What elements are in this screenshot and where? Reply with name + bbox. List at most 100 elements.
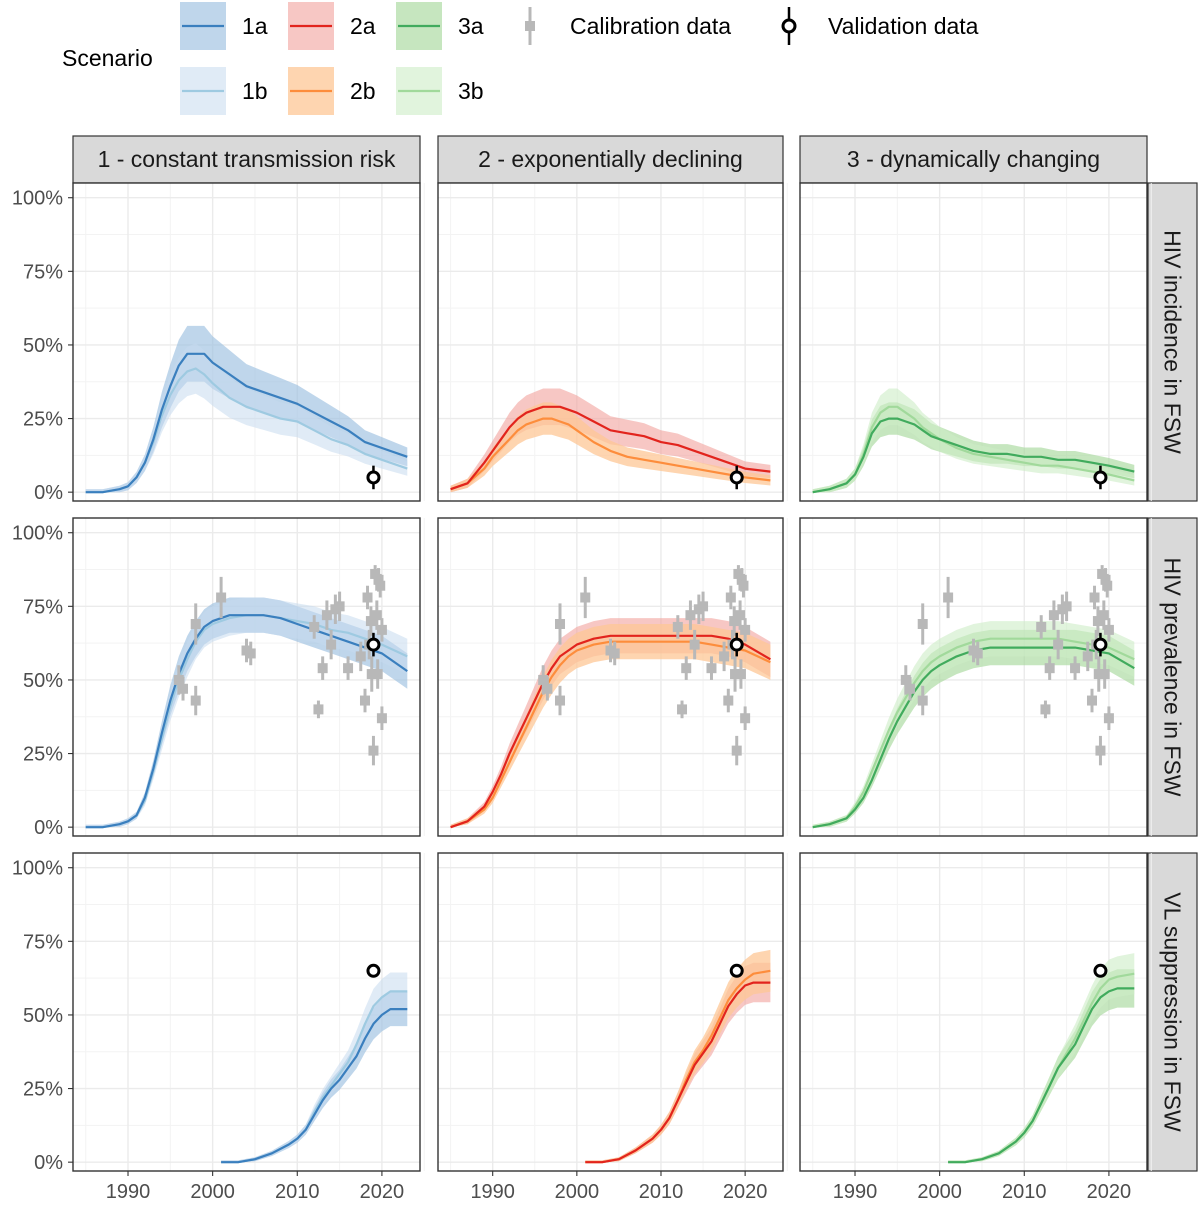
calibration-point bbox=[733, 568, 744, 579]
ribbon-1b bbox=[221, 972, 408, 1163]
calibration-point bbox=[1100, 574, 1111, 585]
calibration-point bbox=[681, 663, 692, 674]
panel-border bbox=[799, 517, 1148, 837]
calibration-point bbox=[1036, 621, 1047, 632]
validation-point bbox=[729, 637, 744, 652]
series-line-2b bbox=[450, 417, 771, 491]
panel-suppression-col1 bbox=[72, 852, 425, 1172]
calibration-point bbox=[900, 674, 911, 685]
calibration-point bbox=[317, 663, 328, 674]
calibration-point bbox=[917, 695, 928, 706]
row-strip-3 bbox=[1147, 852, 1198, 1172]
calibration-point bbox=[972, 648, 983, 659]
calibration-point bbox=[740, 624, 751, 635]
ribbon-2b bbox=[450, 402, 771, 493]
calibration-point bbox=[685, 610, 696, 621]
y-tick-label: 0% bbox=[34, 482, 63, 504]
validation-point bbox=[1093, 470, 1108, 485]
series-line-2a bbox=[450, 405, 771, 491]
row-strip-1 bbox=[1147, 182, 1198, 502]
legend-validation-label: Validation data bbox=[828, 13, 979, 39]
validation-point bbox=[366, 470, 381, 485]
calibration-point bbox=[736, 574, 747, 585]
column-strip-label-1: 1 - constant transmission risk bbox=[98, 146, 396, 172]
calibration-point bbox=[343, 663, 354, 674]
y-tick-label: 50% bbox=[23, 335, 63, 357]
panel-prevalence-col1 bbox=[72, 517, 425, 837]
x-tick-label: 2020 bbox=[1087, 1181, 1132, 1203]
y-tick-label: 0% bbox=[34, 1152, 63, 1174]
calibration-point bbox=[1053, 639, 1064, 650]
calibration-point bbox=[542, 683, 553, 694]
panel-border bbox=[799, 182, 1148, 502]
calibration-point bbox=[1098, 610, 1109, 621]
ribbon-2b bbox=[585, 949, 771, 1163]
calibration-point bbox=[1089, 592, 1100, 603]
panel-incidence-col2 bbox=[437, 182, 788, 502]
panel-prevalence-col2 bbox=[437, 517, 788, 837]
x-tick-label: 2020 bbox=[723, 1181, 768, 1203]
calibration-point bbox=[321, 610, 332, 621]
calibration-point bbox=[370, 568, 381, 579]
panel-border bbox=[72, 517, 421, 837]
panel-background bbox=[73, 853, 420, 1171]
y-tick-label: 75% bbox=[23, 596, 63, 618]
calibration-point bbox=[1070, 663, 1081, 674]
calibration-point bbox=[326, 639, 337, 650]
calibration-point bbox=[366, 669, 377, 680]
y-tick-label: 75% bbox=[23, 261, 63, 283]
facet-panels: 1 - constant transmission risk 2 - expone… bbox=[12, 135, 1198, 1203]
validation-point bbox=[729, 963, 744, 978]
y-tick-label: 75% bbox=[23, 931, 63, 953]
panel-prevalence-col3 bbox=[799, 517, 1152, 837]
panel-suppression-col2 bbox=[437, 852, 788, 1172]
calibration-point bbox=[580, 592, 591, 603]
calibration-point bbox=[173, 674, 184, 685]
calibration-point bbox=[735, 610, 746, 621]
calibration-point bbox=[1086, 695, 1097, 706]
validation-point bbox=[1093, 963, 1108, 978]
row-strip-label-3: VL suppression in FSW bbox=[1160, 892, 1186, 1132]
calibration-point bbox=[609, 648, 620, 659]
panel-border bbox=[799, 852, 1148, 1172]
calibration-point bbox=[313, 704, 324, 715]
series-line-3a bbox=[812, 417, 1135, 494]
calibration-point bbox=[538, 674, 549, 685]
x-tick-label: 2010 bbox=[639, 1181, 684, 1203]
calibration-point bbox=[706, 663, 717, 674]
series-line-1a bbox=[221, 1008, 408, 1164]
calibration-point bbox=[376, 624, 387, 635]
calibration-point bbox=[731, 745, 742, 756]
legend-label-1a: 1a bbox=[242, 13, 268, 39]
x-tick-label: 2000 bbox=[190, 1181, 235, 1203]
column-strip-2 bbox=[437, 135, 784, 184]
series-line-3a bbox=[948, 987, 1135, 1164]
x-tick-label: 2000 bbox=[555, 1181, 600, 1203]
x-tick-label: 2000 bbox=[917, 1181, 962, 1203]
panel-border bbox=[437, 517, 784, 837]
calibration-point bbox=[740, 713, 751, 724]
y-tick-label: 100% bbox=[12, 523, 63, 545]
calibration-point bbox=[1103, 624, 1114, 635]
calibration-point bbox=[1093, 669, 1104, 680]
row-strip-label-2: HIV prevalence in FSW bbox=[1160, 557, 1186, 796]
legend-calibration-label: Calibration data bbox=[570, 13, 731, 39]
calibration-point bbox=[943, 592, 954, 603]
calibration-point bbox=[698, 601, 709, 612]
calibration-point bbox=[372, 669, 383, 680]
panel-border bbox=[72, 852, 421, 1172]
legend-validation-point bbox=[781, 18, 797, 34]
calibration-point bbox=[375, 580, 386, 591]
x-tick-label: 1990 bbox=[833, 1181, 878, 1203]
panel-background bbox=[800, 518, 1147, 836]
x-tick-label: 2010 bbox=[1002, 1181, 1047, 1203]
calibration-point bbox=[334, 601, 345, 612]
calibration-point bbox=[917, 619, 928, 629]
calibration-point bbox=[178, 683, 189, 694]
legend: Scenario 1a 2a 3a 1b 2b 3b Calibration data Val… bbox=[62, 2, 979, 115]
calibration-point bbox=[1102, 580, 1113, 591]
calibration-point bbox=[362, 592, 373, 603]
y-tick-label: 100% bbox=[12, 858, 63, 880]
validation-point bbox=[1093, 637, 1108, 652]
calibration-point bbox=[1044, 663, 1055, 674]
